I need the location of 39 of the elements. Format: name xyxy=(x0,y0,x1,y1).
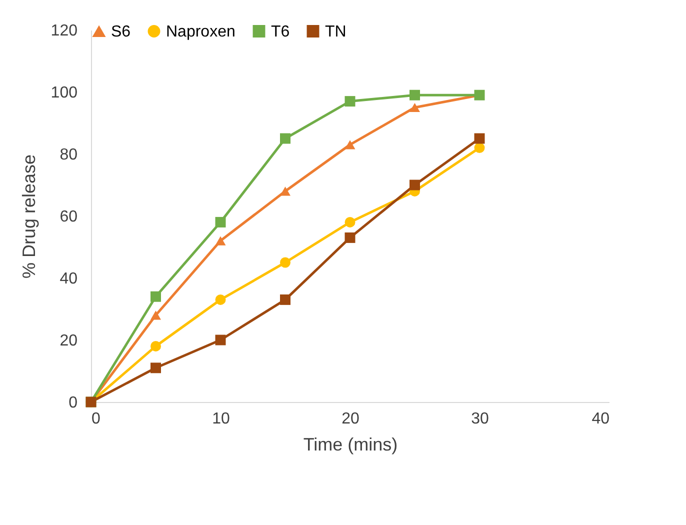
y-tick-label: 60 xyxy=(60,208,78,226)
x-tick-label: 10 xyxy=(212,410,230,428)
point xyxy=(280,133,290,144)
point xyxy=(280,257,290,268)
point xyxy=(474,133,485,144)
legend-label: T6 xyxy=(271,23,290,40)
x-tick-label: 40 xyxy=(592,410,610,428)
point xyxy=(215,236,226,246)
x-axis-title: Time (mins) xyxy=(303,434,398,454)
point xyxy=(410,180,420,190)
x-tick-label: 0 xyxy=(92,410,100,428)
y-axis-title: % Drug release xyxy=(18,154,39,279)
point xyxy=(280,186,290,196)
point xyxy=(215,294,226,305)
x-tick-label: 30 xyxy=(471,410,489,428)
y-tick-label: 120 xyxy=(50,22,78,40)
point xyxy=(344,140,356,150)
point xyxy=(150,340,161,352)
legend-label: Naproxen xyxy=(166,23,236,40)
legend-label: S6 xyxy=(111,24,131,40)
y-tick-label: 80 xyxy=(60,146,78,164)
y-tick-label: 20 xyxy=(60,332,78,350)
point xyxy=(410,102,420,112)
point xyxy=(150,291,161,302)
point xyxy=(344,232,356,243)
point xyxy=(344,96,356,107)
point xyxy=(410,90,420,100)
point xyxy=(474,142,485,154)
point xyxy=(150,362,161,374)
point xyxy=(344,216,356,228)
y-tick-label: 40 xyxy=(60,270,78,288)
point xyxy=(215,334,226,346)
y-tick-label: 0 xyxy=(68,394,78,412)
legend-label: TN xyxy=(325,23,346,40)
point xyxy=(280,294,290,305)
x-tick-label: 20 xyxy=(342,410,360,428)
y-tick-label: 100 xyxy=(50,84,78,102)
point xyxy=(215,216,226,228)
point xyxy=(150,310,161,320)
